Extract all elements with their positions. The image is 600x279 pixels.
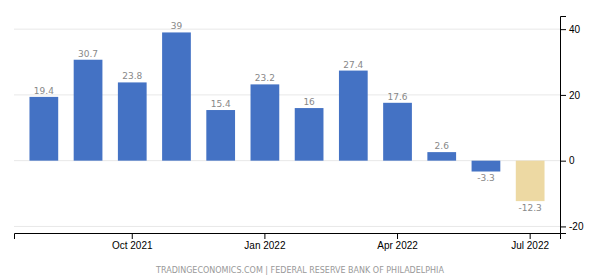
y-tick-label: 0 [569, 155, 575, 166]
y-tick: 0 [560, 155, 575, 166]
y-axis: -20 0 20 40 [560, 17, 584, 234]
grid [14, 29, 560, 226]
data-label: 17.6 [388, 92, 408, 102]
data-label: 39 [171, 21, 183, 31]
y-tick-label: -20 [569, 221, 584, 232]
x-axis: Oct 2021 Jan 2022 Apr 2022 Jul 2022 [15, 233, 561, 251]
y-tick-label: 40 [569, 24, 581, 35]
data-label: 2.6 [435, 141, 450, 151]
x-tick-label: Jul 2022 [511, 240, 549, 251]
bar [162, 32, 191, 160]
bar [427, 152, 456, 161]
data-label: 16 [303, 97, 315, 107]
footer: TRADINGECONOMICS.COM | FEDERAL RESERVE B… [155, 266, 444, 275]
x-tick-mark [397, 233, 398, 239]
bar [206, 110, 235, 161]
bar [339, 71, 368, 161]
x-tick: Oct 2021 [112, 233, 153, 251]
bar [295, 108, 324, 161]
data-label: 30.7 [78, 49, 98, 59]
bar [74, 60, 103, 161]
x-tick: Jan 2022 [244, 233, 286, 251]
plot: 19.4 30.7 23.8 39 15.4 23.2 16 27.4 17.6 2.6 -3.3 -… [14, 17, 584, 252]
x-tick-label: Jan 2022 [244, 240, 286, 251]
data-label: -12.3 [519, 203, 542, 213]
x-tick-mark [530, 233, 531, 239]
y-tick-mark [560, 95, 566, 96]
bar [29, 97, 58, 161]
bar [516, 161, 545, 201]
x-tick: Apr 2022 [377, 233, 418, 251]
y-tick: 20 [560, 90, 581, 101]
bar [383, 103, 412, 161]
bar [251, 84, 280, 160]
x-axis-line [15, 234, 561, 240]
y-tick-label: 20 [569, 90, 581, 101]
x-tick-label: Apr 2022 [377, 240, 418, 251]
data-label: -3.3 [477, 173, 495, 183]
x-tick: Jul 2022 [511, 233, 549, 251]
x-tick-label: Oct 2021 [112, 240, 153, 251]
y-tick: -20 [560, 221, 584, 232]
y-tick-mark [560, 29, 566, 30]
data-labels: 19.4 30.7 23.8 39 15.4 23.2 16 27.4 17.6 2.6 -3.3 -… [34, 21, 542, 212]
data-label: 23.8 [122, 71, 142, 81]
grid-line [14, 226, 560, 227]
chart: 19.4 30.7 23.8 39 15.4 23.2 16 27.4 17.6 2.6 -3.3 -… [0, 0, 600, 279]
data-label: 27.4 [343, 60, 363, 70]
grid-line [14, 29, 560, 30]
y-tick-mark [560, 161, 566, 162]
x-tick-mark [132, 233, 133, 239]
data-label: 15.4 [211, 99, 231, 109]
data-label: 19.4 [34, 86, 54, 96]
y-axis-line [561, 17, 567, 234]
bar [472, 161, 501, 172]
bar [118, 82, 147, 160]
x-tick-mark [264, 233, 265, 239]
y-tick-mark [560, 226, 566, 227]
bars [29, 32, 544, 201]
y-tick: 40 [560, 24, 581, 35]
data-label: 23.2 [255, 73, 275, 83]
